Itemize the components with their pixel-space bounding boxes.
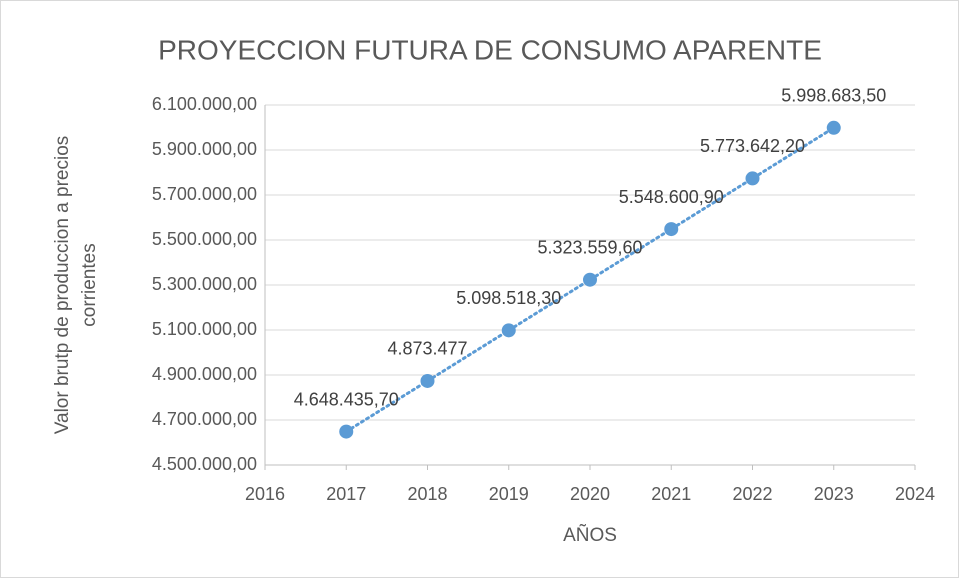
point — [583, 272, 597, 287]
y-tick-label: 5.700.000,00 — [152, 184, 257, 204]
data-label: 5.323.559,60 — [537, 237, 642, 257]
x-tick-label: 2023 — [814, 484, 854, 504]
data-label: 5.998.683,50 — [781, 86, 886, 106]
x-tick-label: 2018 — [407, 484, 447, 504]
y-axis-label-line: corrientes — [79, 243, 100, 326]
data-label: 5.548.600,90 — [619, 187, 724, 207]
data-label: 4.873.477 — [387, 339, 467, 359]
point — [420, 373, 435, 388]
y-tick-label: 4.500.000,00 — [152, 454, 257, 474]
point — [501, 323, 516, 338]
x-tick-label: 2022 — [732, 484, 772, 504]
y-tick-label: 5.100.000,00 — [152, 319, 257, 339]
y-axis-label-line: Valor brutp de produccion a precios — [52, 136, 73, 435]
y-tick-label: 5.500.000,00 — [152, 229, 257, 249]
data-label: 4.648.435,70 — [294, 389, 399, 409]
x-tick-label: 2020 — [570, 484, 610, 504]
x-tick-label: 2021 — [651, 484, 691, 504]
y-tick-label: 5.300.000,00 — [152, 274, 257, 294]
point — [339, 424, 354, 439]
point — [745, 171, 760, 186]
data-label: 5.773.642,20 — [700, 136, 805, 156]
data-label: 5.098.518,30 — [456, 288, 561, 308]
chart-title: PROYECCION FUTURA DE CONSUMO APARENTE — [158, 34, 822, 65]
y-tick-label: 4.700.000,00 — [152, 409, 257, 429]
x-tick-label: 2016 — [245, 484, 285, 504]
point — [664, 222, 679, 237]
x-tick-label: 2019 — [489, 484, 529, 504]
x-axis-label: AÑOS — [563, 524, 617, 546]
x-tick-label: 2017 — [326, 484, 366, 504]
x-tick-label: 2024 — [895, 484, 935, 504]
y-tick-label: 4.900.000,00 — [152, 364, 257, 384]
y-tick-label: 5.900.000,00 — [152, 139, 257, 159]
y-tick-label: 6.100.000,00 — [152, 94, 257, 114]
point — [826, 120, 841, 135]
y-axis-label: Valor brutp de produccion a precios corr… — [52, 136, 100, 435]
